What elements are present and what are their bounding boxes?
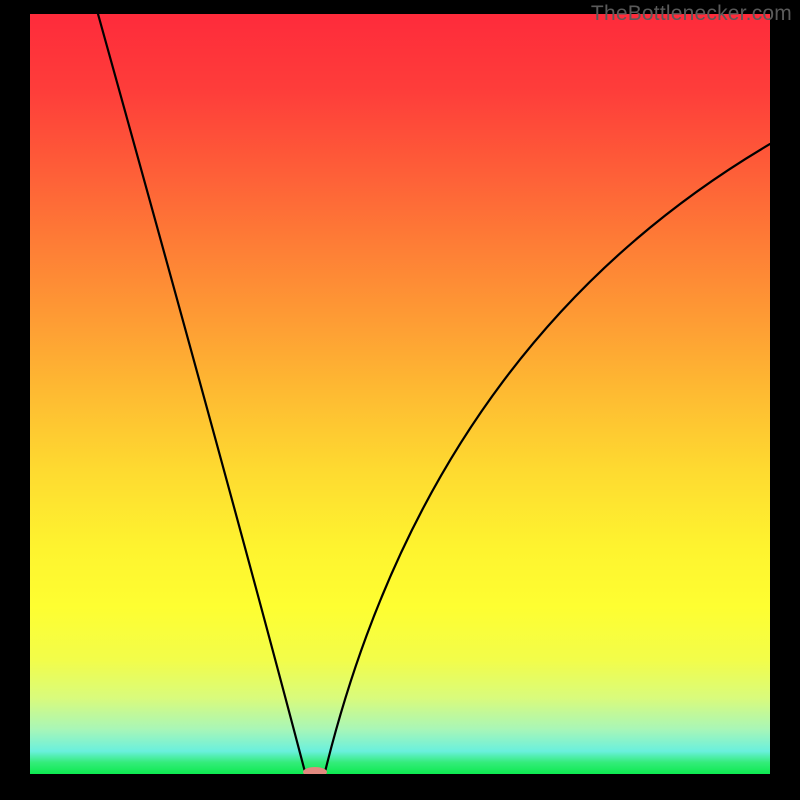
valley-marker bbox=[303, 767, 327, 774]
bottleneck-curve bbox=[30, 14, 770, 774]
v-curve-path bbox=[98, 14, 770, 772]
chart-frame: TheBottlenecker.com bbox=[0, 0, 800, 800]
watermark-text: TheBottlenecker.com bbox=[591, 2, 792, 26]
plot-area bbox=[30, 14, 770, 774]
